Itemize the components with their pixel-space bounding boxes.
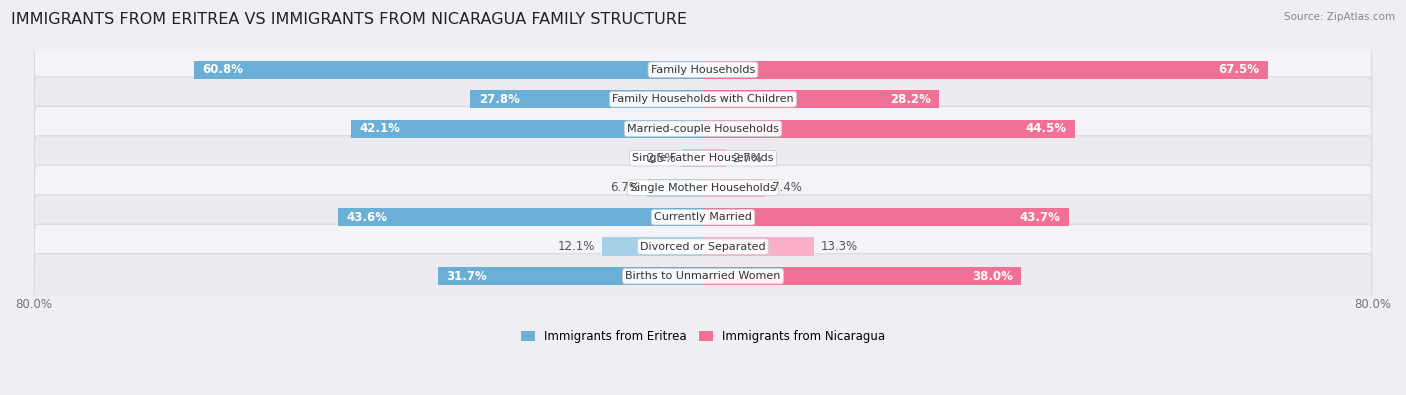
Text: 6.7%: 6.7% [610, 181, 640, 194]
FancyBboxPatch shape [34, 136, 1372, 181]
Bar [703, 179, 765, 197]
Legend: Immigrants from Eritrea, Immigrants from Nicaragua: Immigrants from Eritrea, Immigrants from… [520, 330, 886, 343]
Text: Single Mother Households: Single Mother Households [630, 182, 776, 193]
Text: 2.7%: 2.7% [733, 152, 762, 165]
FancyBboxPatch shape [34, 224, 1372, 269]
Text: IMMIGRANTS FROM ERITREA VS IMMIGRANTS FROM NICARAGUA FAMILY STRUCTURE: IMMIGRANTS FROM ERITREA VS IMMIGRANTS FR… [11, 12, 688, 27]
Text: 42.1%: 42.1% [359, 122, 399, 135]
Text: Family Households: Family Households [651, 65, 755, 75]
Text: Divorced or Separated: Divorced or Separated [640, 242, 766, 252]
Text: 31.7%: 31.7% [446, 270, 486, 283]
FancyBboxPatch shape [34, 77, 1372, 122]
Text: Currently Married: Currently Married [654, 212, 752, 222]
Text: 44.5%: 44.5% [1026, 122, 1067, 135]
FancyBboxPatch shape [34, 165, 1372, 210]
Text: Married-couple Households: Married-couple Households [627, 124, 779, 134]
Bar [350, 120, 703, 138]
Bar [703, 90, 939, 108]
Bar [703, 208, 1069, 226]
Text: 2.5%: 2.5% [645, 152, 675, 165]
Bar [602, 237, 703, 256]
Text: 28.2%: 28.2% [890, 93, 931, 106]
Bar [647, 179, 703, 197]
Text: 67.5%: 67.5% [1219, 63, 1260, 76]
Text: 38.0%: 38.0% [972, 270, 1012, 283]
Text: 27.8%: 27.8% [478, 93, 520, 106]
Text: Family Households with Children: Family Households with Children [612, 94, 794, 104]
Text: 43.7%: 43.7% [1019, 211, 1060, 224]
FancyBboxPatch shape [34, 195, 1372, 239]
Text: 60.8%: 60.8% [202, 63, 243, 76]
Bar [682, 149, 703, 167]
Text: 12.1%: 12.1% [558, 240, 595, 253]
Bar [337, 208, 703, 226]
Text: 7.4%: 7.4% [772, 181, 801, 194]
Bar [703, 267, 1021, 285]
Text: Single Father Households: Single Father Households [633, 153, 773, 163]
Text: Births to Unmarried Women: Births to Unmarried Women [626, 271, 780, 281]
Bar [471, 90, 703, 108]
Bar [703, 237, 814, 256]
Bar [703, 120, 1076, 138]
Bar [437, 267, 703, 285]
Text: Source: ZipAtlas.com: Source: ZipAtlas.com [1284, 12, 1395, 22]
Text: 43.6%: 43.6% [346, 211, 388, 224]
Bar [703, 60, 1268, 79]
Text: 13.3%: 13.3% [821, 240, 858, 253]
Bar [703, 149, 725, 167]
FancyBboxPatch shape [34, 106, 1372, 151]
Bar [194, 60, 703, 79]
FancyBboxPatch shape [34, 254, 1372, 299]
FancyBboxPatch shape [34, 47, 1372, 92]
